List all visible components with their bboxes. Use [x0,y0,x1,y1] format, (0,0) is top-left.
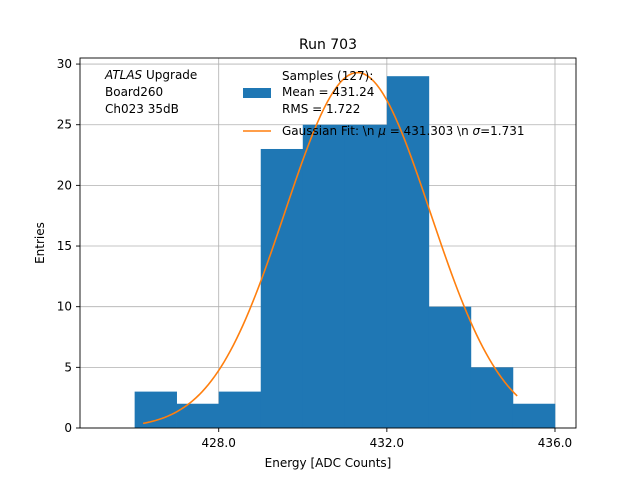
board-label: Board260 [105,85,163,99]
y-tick-label-0: 0 [64,421,72,435]
upgrade-label: Upgrade [142,68,197,82]
channel-label: Ch023 35dB [105,102,179,116]
histogram-bar-5 [344,124,388,428]
y-tick-label-2: 10 [57,300,72,314]
y-tick-label-1: 5 [64,360,72,374]
legend-fit-sigma-symbol: σ [473,124,481,138]
y-axis-ticks: 0 5 10 15 20 25 30 [57,57,80,435]
legend-fit-label: Gaussian Fit: \n μ = 431.303 \n σ=1.731 [282,124,525,138]
histogram-bar-4 [302,124,346,428]
legend-samples-swatch [243,88,271,98]
atlas-label-line: ATLAS Upgrade [104,68,197,82]
x-axis-label: Energy [ADC Counts] [265,456,392,470]
legend-samples-rms: RMS = 1.722 [282,102,360,116]
y-axis-label: Entries [33,222,47,264]
y-tick-label-6: 30 [57,57,72,71]
histogram-bar-2 [218,391,262,428]
legend-fit-prefix: Gaussian Fit: \n [282,124,378,138]
atlas-label: ATLAS [104,68,143,82]
legend-fit-sigma-value: =1.731 [480,124,524,138]
histogram-bar-0 [134,391,177,428]
histogram-bar-7 [428,306,472,428]
legend-samples-title: Samples (127): [282,69,373,83]
gaussian-fit-curve [142,71,518,425]
legend-samples-mean: Mean = 431.24 [282,85,374,99]
legend-fit-mu-symbol: μ [377,124,386,138]
y-tick-label-3: 15 [57,239,72,253]
y-tick-label-4: 20 [57,178,72,192]
legend-fit-mu-value: = 431.303 \n [386,124,473,138]
histogram-bar-6 [386,76,430,429]
legend: Samples (127): Mean = 431.24 RMS = 1.722… [243,69,525,138]
x-tick-label-2: 436.0 [538,436,572,450]
atlas-annotation: ATLAS Upgrade Board260 Ch023 35dB [104,68,197,116]
histogram-bar-3 [260,148,304,428]
x-tick-label-0: 428.0 [202,436,236,450]
plot-frame [79,57,577,429]
histogram-bars [134,76,556,429]
chart-title: Run 703 [299,37,357,53]
x-axis-ticks: 428.0 432.0 436.0 [202,428,572,450]
histogram-bar-9 [512,403,556,428]
y-tick-label-5: 25 [57,118,72,132]
histogram-bar-8 [470,367,514,428]
x-tick-label-1: 432.0 [370,436,404,450]
